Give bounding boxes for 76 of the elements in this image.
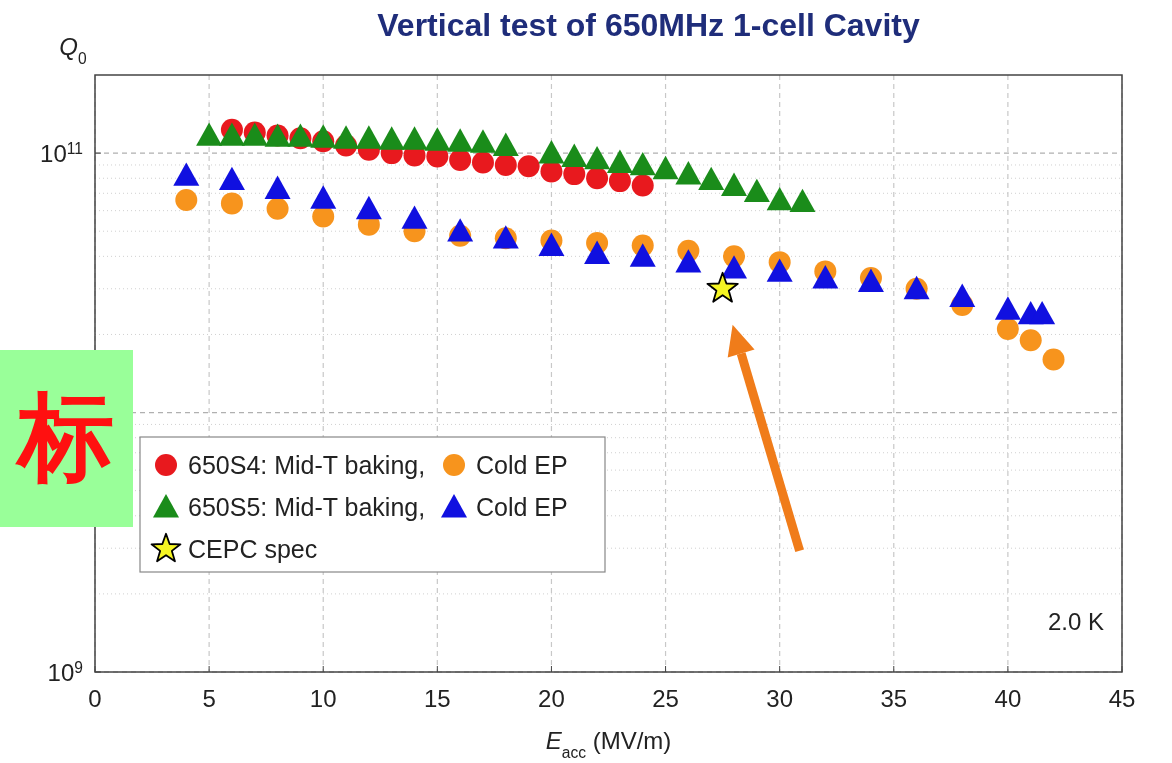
point <box>996 317 1019 340</box>
legend-label: 650S4: Mid-T baking, <box>188 451 426 479</box>
point <box>629 243 656 267</box>
x-tick-label: 35 <box>880 685 908 712</box>
legend-label: CEPC spec <box>188 535 318 563</box>
point <box>218 166 245 191</box>
annotation: 标 <box>15 383 114 490</box>
point <box>447 218 474 242</box>
point <box>264 175 291 199</box>
point <box>401 205 428 229</box>
point <box>631 174 654 197</box>
x-tick-label: 10 <box>309 685 337 712</box>
point <box>994 296 1021 320</box>
point <box>310 185 337 209</box>
point <box>706 271 739 303</box>
legend-label: 650S5: Mid-T baking, <box>188 493 426 521</box>
point <box>173 162 200 186</box>
point <box>196 122 223 146</box>
point <box>675 249 702 273</box>
x-tick-label: 45 <box>1108 685 1136 712</box>
x-axis-title: E$_{acc}$ (MV/m) <box>545 727 672 761</box>
point <box>629 151 656 176</box>
point <box>561 143 588 167</box>
point <box>721 255 748 279</box>
y-axis-title: Q$_{0}$ <box>59 33 87 67</box>
point <box>766 186 793 211</box>
x-tick-label: 40 <box>994 685 1022 712</box>
point <box>698 166 725 191</box>
x-tick-label: 25 <box>652 685 679 712</box>
legend-label: Cold EP <box>476 493 568 521</box>
y-tick-label: 10$^{9}$ <box>47 658 83 686</box>
point <box>675 161 702 185</box>
point <box>218 122 245 146</box>
x-tick-label: 20 <box>538 685 565 712</box>
point <box>469 129 496 153</box>
annotation: 2.0 K <box>1047 608 1104 635</box>
y-tick-label: 10$^{11}$ <box>40 139 83 168</box>
point <box>471 151 494 174</box>
point <box>220 192 243 215</box>
point <box>538 140 565 164</box>
point <box>355 195 382 220</box>
point <box>606 149 633 173</box>
point <box>584 240 611 264</box>
point <box>378 126 405 150</box>
point <box>1042 348 1065 371</box>
point <box>586 167 609 190</box>
point <box>447 128 474 152</box>
point <box>652 155 679 180</box>
point <box>812 265 839 289</box>
x-tick-label: 15 <box>423 685 451 712</box>
point <box>492 132 519 156</box>
point <box>517 155 540 178</box>
point <box>721 172 748 196</box>
point <box>175 188 198 211</box>
point <box>1029 300 1056 325</box>
point <box>743 178 770 203</box>
point <box>1019 329 1042 352</box>
point <box>584 145 611 170</box>
point <box>608 170 631 193</box>
legend-label: Cold EP <box>476 451 568 479</box>
point <box>494 153 517 176</box>
chart-title: Vertical test of 650MHz 1-cell Cavity <box>377 7 920 43</box>
x-tick-label: 30 <box>766 685 794 712</box>
point <box>449 149 472 172</box>
point <box>949 283 976 307</box>
x-tick-label: 0 <box>88 685 102 712</box>
point <box>266 197 289 220</box>
point <box>424 127 451 151</box>
point <box>333 125 360 149</box>
x-tick-label: 5 <box>202 685 216 712</box>
point <box>789 188 816 213</box>
point <box>310 124 337 148</box>
point <box>355 125 382 149</box>
point <box>538 232 565 257</box>
point <box>766 258 793 282</box>
point <box>401 126 428 150</box>
